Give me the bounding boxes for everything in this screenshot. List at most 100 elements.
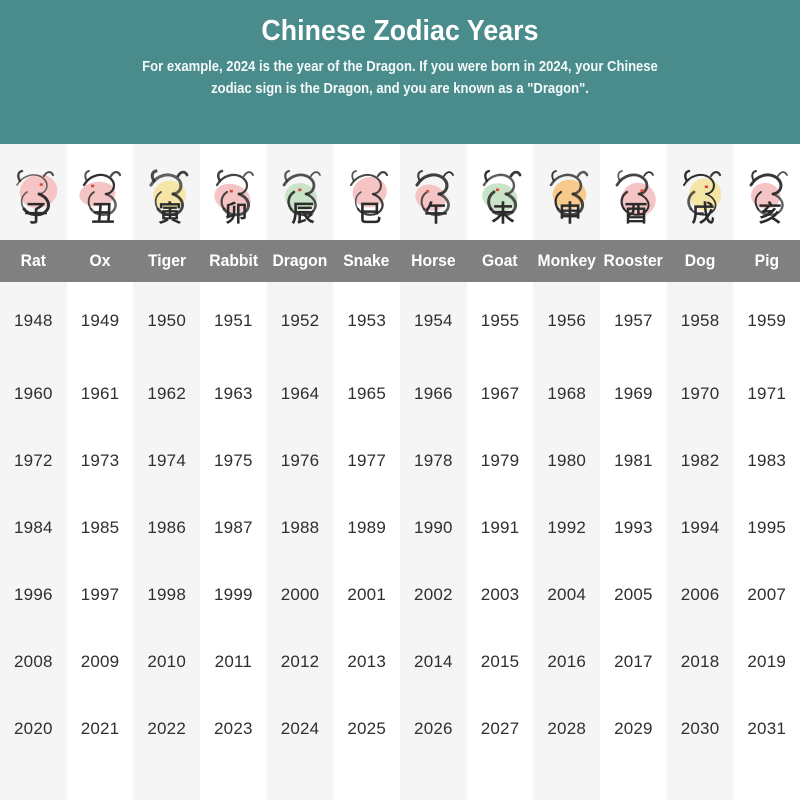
year-cell-tiger-1986[interactable]: 1986 (133, 494, 200, 561)
year-cell-tiger-2010[interactable]: 2010 (133, 628, 200, 695)
year-cell-rabbit-1987[interactable]: 1987 (200, 494, 267, 561)
year-cell-dragon-1976[interactable]: 1976 (267, 427, 334, 494)
year-cell-monkey-2004[interactable]: 2004 (533, 561, 600, 628)
zodiac-name-cell-rabbit[interactable]: Rabbit (200, 240, 267, 282)
zodiac-name-cell-dragon[interactable]: Dragon (267, 240, 334, 282)
year-cell-goat-1955[interactable]: 1955 (467, 282, 534, 360)
year-cell-tiger-1998[interactable]: 1998 (133, 561, 200, 628)
zodiac-icon-cell-pig[interactable]: 亥 (733, 144, 800, 240)
zodiac-name-cell-tiger[interactable]: Tiger (133, 240, 200, 282)
year-cell-monkey-2016[interactable]: 2016 (533, 628, 600, 695)
year-cell-horse-2002[interactable]: 2002 (400, 561, 467, 628)
year-cell-tiger-2022[interactable]: 2022 (133, 695, 200, 762)
year-cell-monkey-1980[interactable]: 1980 (533, 427, 600, 494)
year-cell-horse-2026[interactable]: 2026 (400, 695, 467, 762)
year-cell-rat-1948[interactable]: 1948 (0, 282, 67, 360)
year-cell-ox-1973[interactable]: 1973 (67, 427, 134, 494)
year-cell-goat-2003[interactable]: 2003 (467, 561, 534, 628)
year-cell-dog-1994[interactable]: 1994 (667, 494, 734, 561)
zodiac-name-cell-ox[interactable]: Ox (67, 240, 134, 282)
year-cell-rooster-1957[interactable]: 1957 (600, 282, 667, 360)
year-cell-pig-2031[interactable]: 2031 (733, 695, 800, 762)
year-cell-rat-2008[interactable]: 2008 (0, 628, 67, 695)
zodiac-icon-cell-snake[interactable]: 巳 (333, 144, 400, 240)
year-cell-rabbit-1951[interactable]: 1951 (200, 282, 267, 360)
year-cell-rabbit-2011[interactable]: 2011 (200, 628, 267, 695)
zodiac-icon-cell-rooster[interactable]: 酉 (600, 144, 667, 240)
year-cell-pig-1971[interactable]: 1971 (733, 360, 800, 427)
year-cell-goat-2027[interactable]: 2027 (467, 695, 534, 762)
year-cell-rooster-1993[interactable]: 1993 (600, 494, 667, 561)
year-cell-rooster-1981[interactable]: 1981 (600, 427, 667, 494)
zodiac-name-cell-goat[interactable]: Goat (467, 240, 534, 282)
year-cell-rat-1984[interactable]: 1984 (0, 494, 67, 561)
year-cell-dragon-2024[interactable]: 2024 (267, 695, 334, 762)
year-cell-rat-1972[interactable]: 1972 (0, 427, 67, 494)
year-cell-monkey-2028[interactable]: 2028 (533, 695, 600, 762)
year-cell-rat-1996[interactable]: 1996 (0, 561, 67, 628)
year-cell-ox-1949[interactable]: 1949 (67, 282, 134, 360)
year-cell-dog-2018[interactable]: 2018 (667, 628, 734, 695)
zodiac-icon-cell-monkey[interactable]: 申 (533, 144, 600, 240)
year-cell-dragon-2000[interactable]: 2000 (267, 561, 334, 628)
year-cell-snake-1977[interactable]: 1977 (333, 427, 400, 494)
year-cell-dog-1970[interactable]: 1970 (667, 360, 734, 427)
year-cell-rooster-2005[interactable]: 2005 (600, 561, 667, 628)
zodiac-icon-cell-rabbit[interactable]: 卯 (200, 144, 267, 240)
zodiac-name-cell-horse[interactable]: Horse (400, 240, 467, 282)
year-cell-goat-1979[interactable]: 1979 (467, 427, 534, 494)
zodiac-name-cell-dog[interactable]: Dog (667, 240, 734, 282)
zodiac-name-cell-rooster[interactable]: Rooster (600, 240, 667, 282)
zodiac-icon-cell-dog[interactable]: 戌 (667, 144, 734, 240)
zodiac-name-cell-rat[interactable]: Rat (0, 240, 67, 282)
zodiac-name-cell-snake[interactable]: Snake (333, 240, 400, 282)
zodiac-icon-cell-dragon[interactable]: 辰 (267, 144, 334, 240)
year-cell-monkey-1956[interactable]: 1956 (533, 282, 600, 360)
year-cell-ox-1997[interactable]: 1997 (67, 561, 134, 628)
year-cell-snake-2013[interactable]: 2013 (333, 628, 400, 695)
zodiac-icon-cell-horse[interactable]: 午 (400, 144, 467, 240)
year-cell-rabbit-2023[interactable]: 2023 (200, 695, 267, 762)
year-cell-rooster-2017[interactable]: 2017 (600, 628, 667, 695)
year-cell-dog-2030[interactable]: 2030 (667, 695, 734, 762)
year-cell-horse-1978[interactable]: 1978 (400, 427, 467, 494)
year-cell-tiger-1962[interactable]: 1962 (133, 360, 200, 427)
year-cell-tiger-1950[interactable]: 1950 (133, 282, 200, 360)
year-cell-rabbit-1963[interactable]: 1963 (200, 360, 267, 427)
year-cell-horse-1966[interactable]: 1966 (400, 360, 467, 427)
year-cell-rabbit-1975[interactable]: 1975 (200, 427, 267, 494)
year-cell-ox-2021[interactable]: 2021 (67, 695, 134, 762)
zodiac-icon-cell-goat[interactable]: 未 (467, 144, 534, 240)
zodiac-icon-cell-rat[interactable]: 子 (0, 144, 67, 240)
year-cell-goat-1991[interactable]: 1991 (467, 494, 534, 561)
year-cell-ox-2009[interactable]: 2009 (67, 628, 134, 695)
zodiac-icon-cell-tiger[interactable]: 寅 (133, 144, 200, 240)
year-cell-tiger-1974[interactable]: 1974 (133, 427, 200, 494)
year-cell-pig-2007[interactable]: 2007 (733, 561, 800, 628)
year-cell-pig-2019[interactable]: 2019 (733, 628, 800, 695)
year-cell-snake-1953[interactable]: 1953 (333, 282, 400, 360)
year-cell-rooster-1969[interactable]: 1969 (600, 360, 667, 427)
year-cell-dragon-1964[interactable]: 1964 (267, 360, 334, 427)
year-cell-rat-1960[interactable]: 1960 (0, 360, 67, 427)
year-cell-snake-1989[interactable]: 1989 (333, 494, 400, 561)
year-cell-ox-1961[interactable]: 1961 (67, 360, 134, 427)
year-cell-monkey-1968[interactable]: 1968 (533, 360, 600, 427)
year-cell-horse-1954[interactable]: 1954 (400, 282, 467, 360)
year-cell-snake-1965[interactable]: 1965 (333, 360, 400, 427)
year-cell-horse-2014[interactable]: 2014 (400, 628, 467, 695)
zodiac-name-cell-pig[interactable]: Pig (733, 240, 800, 282)
year-cell-dog-1982[interactable]: 1982 (667, 427, 734, 494)
year-cell-goat-2015[interactable]: 2015 (467, 628, 534, 695)
year-cell-dragon-2012[interactable]: 2012 (267, 628, 334, 695)
year-cell-snake-2025[interactable]: 2025 (333, 695, 400, 762)
year-cell-horse-1990[interactable]: 1990 (400, 494, 467, 561)
year-cell-dog-2006[interactable]: 2006 (667, 561, 734, 628)
year-cell-rabbit-1999[interactable]: 1999 (200, 561, 267, 628)
year-cell-pig-1959[interactable]: 1959 (733, 282, 800, 360)
year-cell-snake-2001[interactable]: 2001 (333, 561, 400, 628)
zodiac-name-cell-monkey[interactable]: Monkey (533, 240, 600, 282)
year-cell-pig-1995[interactable]: 1995 (733, 494, 800, 561)
zodiac-icon-cell-ox[interactable]: 丑 (67, 144, 134, 240)
year-cell-monkey-1992[interactable]: 1992 (533, 494, 600, 561)
